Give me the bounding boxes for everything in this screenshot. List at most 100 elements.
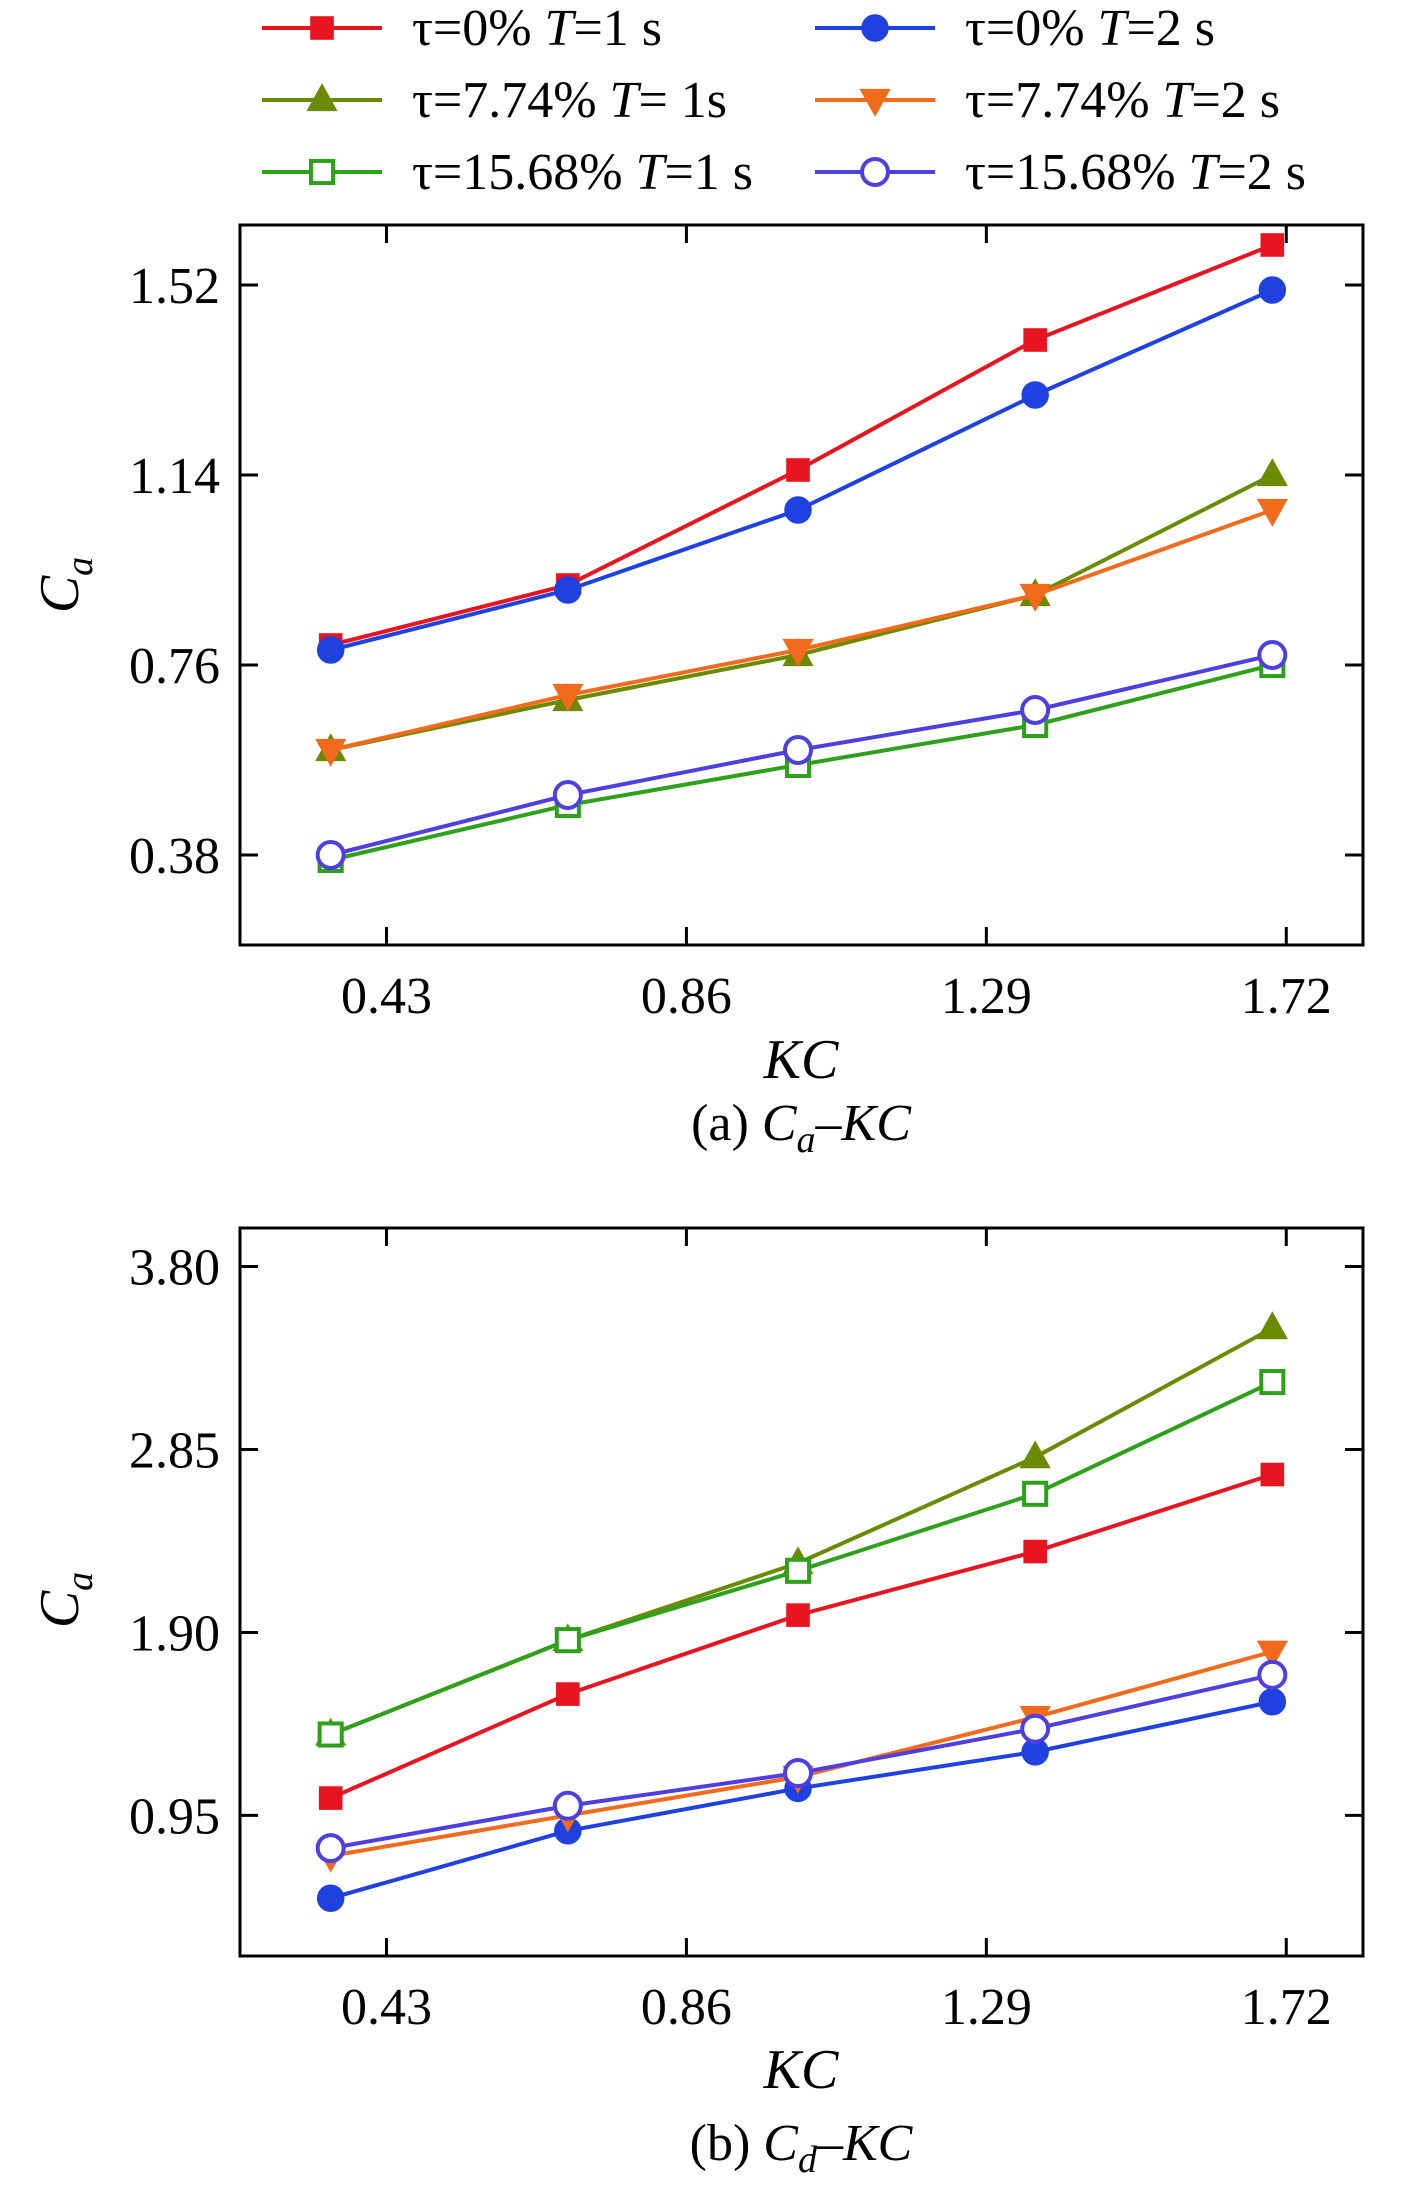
data-point [315,1833,346,1864]
legend-label: τ=7.74% T= 1s [412,72,727,129]
series [315,498,1288,767]
series-line [329,1326,1274,1737]
data-point [783,735,814,765]
chart-panel-b: 0.43 0.86 1.29 1.72 0.951.902.853.80 KC Ca … [29,1226,1365,2181]
legend-marker [310,16,334,40]
data-point [1020,695,1051,725]
plot-frame-b [238,1226,1365,1958]
legend-marker [306,83,338,112]
data-point [1021,381,1049,409]
legend-entry: τ=7.74% T= 1s [262,72,727,129]
legend-marker [308,158,336,186]
data-point [784,496,812,524]
caption-b: (b) Cd–KC [690,2115,914,2181]
legend-entry: τ=15.68% T=1 s [262,144,753,201]
legend-marker [859,88,891,117]
x-tick-label: 1.29 [941,968,1032,1025]
legend-label: τ=7.74% T=2 s [965,72,1280,129]
data-point [315,738,347,767]
series [315,1640,1288,1873]
data-point [554,1627,581,1654]
legend-tau-text: τ=15.68% [412,144,636,201]
x-tick-label: 0.43 [341,1979,432,2036]
legend-tau-text: τ=7.74% [965,72,1163,129]
legend-t-symbol: T [1163,72,1195,129]
legend-t-symbol: T [1189,144,1221,201]
y-axis-label-a: Ca [29,557,101,613]
legend-t-value: =1 s [573,0,662,57]
legend-label: τ=0% T=2 s [965,0,1215,57]
data-point [782,638,814,667]
series [316,276,1287,664]
legend: τ=0% T=1 s τ=0% T=2 sτ=7.74% T= 1s τ=7.74%… [262,0,1306,201]
legend-entry: τ=15.68% T=2 s [815,144,1306,201]
data-point [784,1557,812,1584]
data-point [1256,458,1288,487]
series-line [329,1472,1273,1800]
series [318,233,1285,657]
legend-t-symbol: T [545,0,577,57]
legend-tau-text: τ=0% [965,0,1098,57]
legend-entry: τ=0% T=1 s [262,0,662,57]
data-point [318,1786,343,1810]
legend-t-symbol: T [610,72,642,129]
y-tick-label: 1.52 [129,258,220,315]
legend-t-value: = 1s [638,72,727,129]
y-tick-label: 1.14 [129,448,220,505]
y-tick-label: 0.76 [129,638,220,695]
data-point [554,576,582,604]
series [317,1369,1286,1748]
y-tick-label: 0.38 [129,828,220,885]
legend-t-symbol: T [1098,0,1130,57]
data-point [1019,583,1051,612]
caption-a: (a) Ca–KC [691,1095,912,1161]
data-point [783,1758,814,1789]
data-point [1256,1640,1288,1669]
x-tick-label: 0.86 [641,1979,732,2036]
data-point [1259,1369,1286,1396]
y-tick-label: 1.90 [129,1605,220,1662]
legend-t-value: =1 s [664,144,753,201]
legend-label: τ=15.68% T=1 s [412,144,753,201]
data-point [1023,328,1047,352]
data-point [316,636,345,664]
series-line [330,1649,1273,1858]
legend-t-value: =2 s [1126,0,1215,57]
series [315,1311,1288,1746]
legend-entry: τ=0% T=2 s [815,0,1215,57]
data-point [1258,1688,1287,1716]
x-tick-label: 0.86 [641,968,732,1025]
series [315,640,1288,870]
data-point [552,780,583,810]
y-tick-label: 2.85 [129,1422,220,1479]
legend-t-value: =2 s [1217,144,1306,201]
data-point [786,1603,810,1627]
plot-frame-a [238,223,1365,947]
y-tick-label: 0.95 [129,1788,220,1845]
chart-panel-a: 0.43 0.86 1.29 1.72 0.380.761.141.52 KC Ca … [29,223,1365,1161]
legend-entry: τ=7.74% T=2 s [815,72,1280,129]
legend-tau-text: τ=15.68% [965,144,1189,201]
legend-t-value: =2 s [1191,72,1280,129]
data-point [317,1721,344,1748]
series [318,1462,1285,1810]
data-point [1258,276,1287,304]
x-axis-label-b: KC [763,2039,839,2101]
data-point [1260,233,1285,257]
legend-tau-text: τ=0% [412,0,545,57]
legend-tau-text: τ=7.74% [412,72,610,129]
data-point [316,1884,345,1912]
x-tick-label: 1.72 [1241,1979,1332,2036]
series-line [330,243,1274,647]
x-tick-label: 1.29 [941,1979,1032,2036]
data-point [786,458,810,482]
legend-t-symbol: T [636,144,668,201]
data-point [552,1790,583,1821]
y-tick-label: 3.80 [129,1240,220,1297]
x-tick-label: 0.43 [341,968,432,1025]
data-point [552,683,584,712]
legend-marker [861,14,889,42]
data-point [1023,1539,1047,1564]
